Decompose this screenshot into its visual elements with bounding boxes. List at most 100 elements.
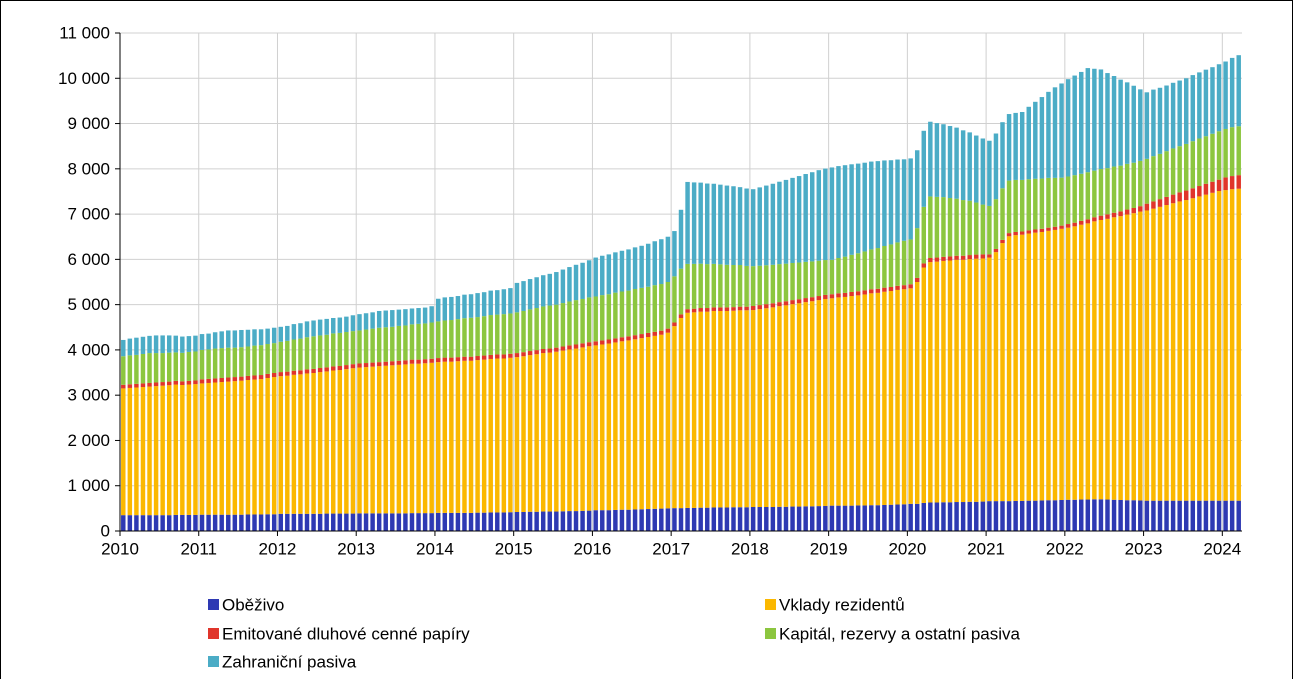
bar-segment [1210,500,1215,531]
bar-segment [245,375,251,381]
bar-segment [757,305,762,310]
bar-segment [836,166,841,259]
bar-segment [311,320,316,337]
bar-segment [1197,500,1202,531]
bar-segment [226,347,231,378]
bar-segment [941,502,946,531]
bar-segment [580,343,585,348]
bar-segment [573,344,579,349]
bar-segment [278,326,283,342]
bar-segment [481,355,487,360]
bar-segment [980,258,986,502]
bar-segment [665,282,671,329]
bar-segment [777,181,782,265]
bar-segment [455,512,461,531]
x-tick-label: 2017 [652,539,690,558]
bar-segment [1138,89,1143,161]
bar-segment [645,243,651,287]
bar-segment [501,512,507,531]
y-tick-label: 11 000 [59,23,110,42]
bar-segment [829,259,835,295]
bar-segment [613,338,618,343]
bar-segment [396,309,402,326]
bar-segment [842,296,848,506]
bar-segment [1223,128,1228,178]
bar-segment [934,502,940,531]
bar-segment [1098,219,1104,500]
bar-segment [1052,229,1058,501]
bar-segment [705,308,710,312]
bar-segment [573,511,579,531]
bar-segment [600,344,605,511]
bar-segment [600,255,605,296]
bar-segment [737,310,743,508]
bar-segment [1013,179,1018,232]
bar-segment [357,513,362,531]
bar-segment [1000,122,1005,189]
bar-segment [508,357,513,513]
bar-segment [731,265,736,308]
bar-segment [317,335,323,369]
bar-segment [632,509,638,531]
bar-segment [488,358,493,513]
bar-segment [429,362,434,514]
bar-segment [914,503,920,531]
bar-segment [1111,217,1117,500]
bar-segment [606,294,612,340]
bar-segment [586,297,592,343]
bar-segment [1177,192,1182,202]
bar-segment [298,374,303,514]
bar-segment [619,509,625,531]
bar-segment [659,334,664,509]
bar-segment [376,362,382,367]
bar-segment [416,308,421,324]
bar-segment [652,335,657,509]
bar-segment [888,291,894,505]
bar-segment [298,370,303,375]
bar-segment [993,133,999,200]
bar-segment [455,319,461,358]
legend-label: Emitované dluhové cenné papíry [222,624,470,643]
bar-segment [836,258,841,294]
bar-segment [1210,192,1215,501]
bar-segment [344,365,349,370]
bar-segment [744,265,749,307]
bar-segment [226,514,231,531]
bar-segment [245,514,251,531]
bar-segment [540,306,546,350]
bar-segment [534,277,539,309]
bar-segment [829,294,835,299]
bar-segment [659,284,664,331]
bar-segment [147,353,152,383]
bar-segment [1046,230,1051,501]
bar-segment [449,357,454,362]
bar-segment [672,231,677,277]
bar-segment [705,183,710,265]
axes: 0 1 000 2 000 3 000 4 000 5 000 6 000 7 000 8 00… [58,23,1242,558]
bar-segment [488,512,493,531]
bar-segment [1092,499,1097,531]
bar-segment [1092,170,1097,218]
bar-segment [941,260,946,503]
bar-segment [1157,87,1163,154]
bar-segment [882,504,887,531]
bar-segment [219,348,224,378]
bar-segment [258,345,264,376]
bar-segment [744,310,749,508]
y-tick-label: 7 000 [67,205,110,224]
bar-segment [987,501,992,531]
x-tick-label: 2018 [731,539,769,558]
bar-segment [147,335,152,354]
bar-segment [285,513,290,531]
bar-segment [731,310,736,508]
bar-segment [1203,194,1209,501]
bar-segment [875,288,881,293]
y-tick-label: 3 000 [67,386,110,405]
bar-segment [914,277,920,282]
bar-segment [495,314,500,355]
bar-segment [593,296,598,342]
bar-segment [363,363,369,368]
bar-segment [442,512,448,531]
bar-segment [764,308,769,508]
bar-segment [1000,501,1005,531]
